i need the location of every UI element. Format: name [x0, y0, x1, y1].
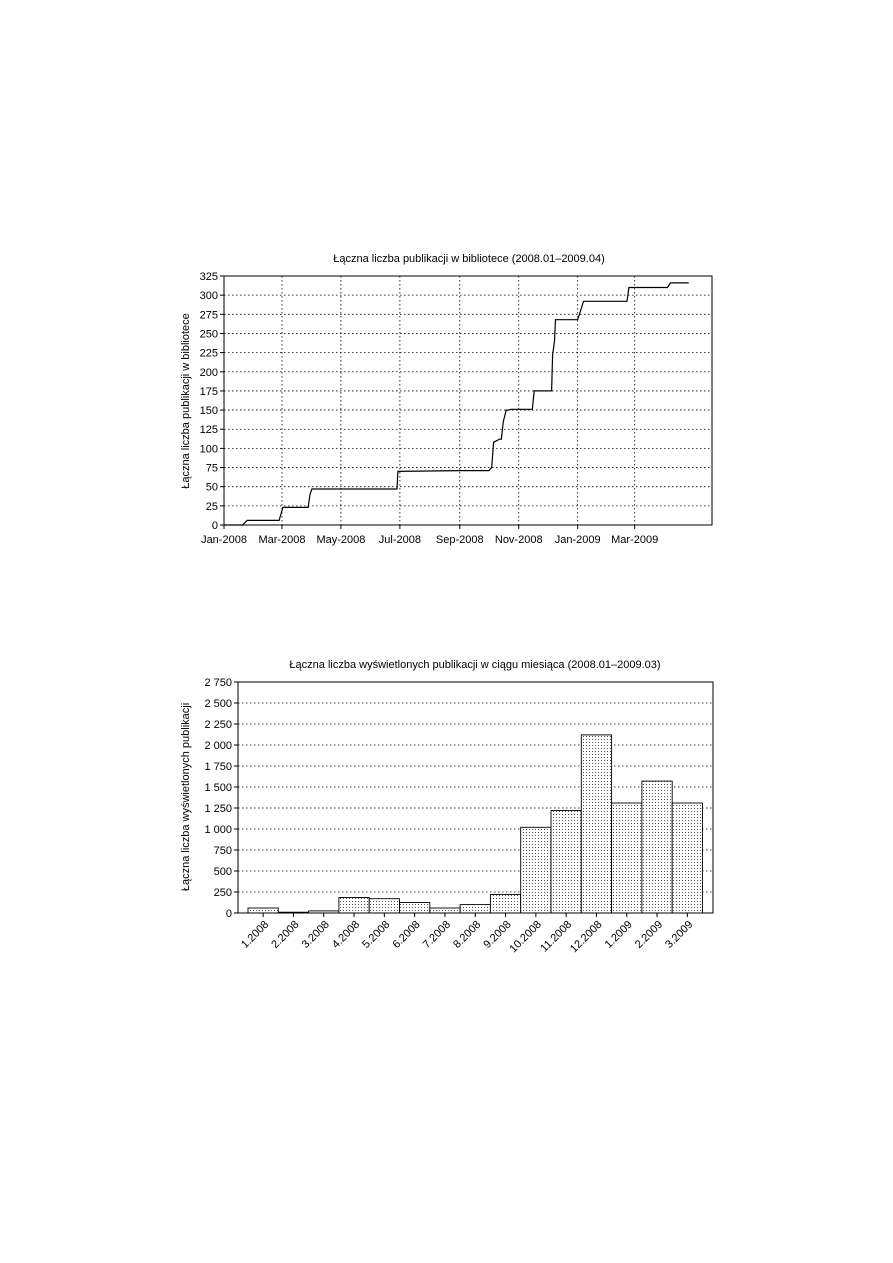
x-tick-label: Jan-2009 — [555, 534, 601, 546]
y-tick-label: 1 750 — [204, 761, 232, 773]
x-tick-label: Jul-2008 — [379, 534, 421, 546]
x-tick-label: Mar-2009 — [611, 534, 658, 546]
x-tick-label: 11.2008 — [538, 919, 574, 955]
bar-chart-x-ticks: 1.20082.20083.20084.20085.20086.20087.20… — [239, 913, 695, 955]
y-tick-label: 250 — [214, 887, 232, 899]
y-tick-label: 275 — [200, 309, 218, 321]
bar — [459, 904, 491, 914]
y-tick-label: 1 000 — [204, 824, 232, 836]
bar — [277, 911, 310, 914]
y-tick-label: 2 750 — [204, 677, 232, 689]
series-line — [224, 282, 689, 526]
y-tick-label: 2 500 — [204, 698, 232, 710]
bar — [580, 734, 613, 914]
x-tick-label: May-2008 — [316, 534, 365, 546]
y-tick-label: 150 — [200, 405, 218, 417]
bar-chart-title: Łączna liczba wyświetlonych publikacji w… — [289, 659, 660, 671]
bar-chart-bars — [247, 734, 703, 914]
y-tick-label: 1 250 — [204, 803, 232, 815]
y-tick-label: 0 — [212, 520, 218, 532]
x-tick-label: Sep-2008 — [436, 534, 484, 546]
x-tick-label: 4.2008 — [330, 919, 362, 951]
x-tick-label: 9.2008 — [481, 919, 513, 951]
y-tick-label: 325 — [200, 271, 218, 283]
bar — [308, 910, 340, 914]
x-tick-label: Jan-2008 — [201, 534, 247, 546]
x-tick-label: 6.2008 — [390, 919, 422, 951]
y-tick-label: 125 — [200, 424, 218, 436]
line-chart-grid — [224, 276, 712, 525]
line-chart-frame — [223, 275, 713, 526]
x-tick-label: 12.2008 — [568, 919, 605, 956]
x-tick-label: 7.2008 — [421, 919, 453, 951]
bar — [429, 907, 461, 914]
y-tick-label: 500 — [214, 866, 232, 878]
x-tick-label: 3.2008 — [300, 919, 332, 951]
y-tick-label: 250 — [200, 328, 218, 340]
x-tick-label: 3.2009 — [663, 919, 695, 951]
line-chart-title: Łączna liczba publikacji w bibliotece (2… — [333, 253, 605, 265]
x-tick-label: Mar-2008 — [258, 534, 305, 546]
bar-chart-grid — [238, 702, 713, 893]
y-tick-label: 25 — [206, 501, 218, 513]
y-tick-label: 75 — [206, 463, 218, 475]
y-tick-label: 2 000 — [204, 740, 232, 752]
bar — [368, 898, 400, 914]
y-tick-label: 750 — [214, 845, 232, 857]
line-chart-y-ticks: 0 25 50 75 100 125 150 175 200 225 250 275 300 325 — [200, 271, 224, 532]
line-chart: Łączna liczba publikacji w bibliotece (2… — [180, 253, 713, 546]
bar — [671, 802, 703, 914]
x-tick-label: 1.2008 — [239, 919, 271, 951]
bar-chart-y-ticks: 0 250 500 750 1 000 1 250 1 500 1 750 2 000 2 250… — [204, 677, 238, 920]
bar — [338, 897, 370, 914]
bar-chart-frame — [237, 681, 714, 914]
y-tick-label: 0 — [226, 908, 232, 920]
x-tick-label: 2.2009 — [633, 919, 665, 951]
bar — [550, 810, 582, 914]
x-tick-label: 1.2009 — [603, 919, 635, 951]
y-tick-label: 200 — [200, 367, 218, 379]
y-tick-label: 2 250 — [204, 719, 232, 731]
x-tick-label: 10.2008 — [507, 919, 544, 956]
bar — [611, 802, 643, 914]
y-tick-label: 300 — [200, 290, 218, 302]
bar — [520, 826, 552, 914]
x-tick-label: 2.2008 — [269, 919, 301, 951]
bar — [399, 902, 431, 914]
bar — [641, 780, 673, 914]
y-tick-label: 1 500 — [204, 782, 232, 794]
bar-chart-y-axis-label: Łączna liczba wyświetlonych publikacji — [180, 703, 192, 891]
x-tick-label: 8.2008 — [451, 919, 483, 951]
bar — [247, 907, 279, 914]
x-tick-label: Nov-2008 — [495, 534, 543, 546]
bar — [489, 894, 522, 914]
y-tick-label: 225 — [200, 348, 218, 360]
x-tick-label: 5.2008 — [360, 919, 392, 951]
line-chart-x-ticks: Jan-2008 Mar-2008 May-2008 Jul-2008 Sep-2008… — [201, 525, 658, 546]
y-tick-label: 100 — [200, 443, 218, 455]
y-tick-label: 175 — [200, 386, 218, 398]
y-tick-label: 50 — [206, 482, 218, 494]
line-chart-y-axis-label: Łączna liczba publikacji w bibliotece — [180, 313, 192, 488]
